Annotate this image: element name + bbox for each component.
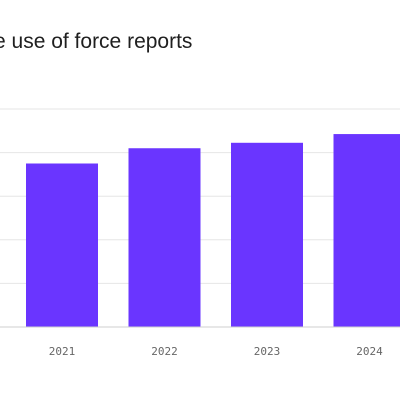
bar-2023 [231, 142, 303, 327]
bars [26, 134, 400, 327]
x-tick-label: 2023 [254, 345, 281, 358]
x-tick-label: 2021 [49, 345, 76, 358]
bar-2024 [333, 134, 400, 327]
bar-2021 [26, 163, 98, 327]
bar-2022 [128, 148, 201, 327]
chart-title: e use of force reports [0, 30, 193, 53]
x-tick-label: 2024 [356, 345, 383, 358]
x-tick-labels: 2021 2022 2023 2024 [49, 345, 383, 358]
x-tick-label: 2022 [151, 345, 178, 358]
